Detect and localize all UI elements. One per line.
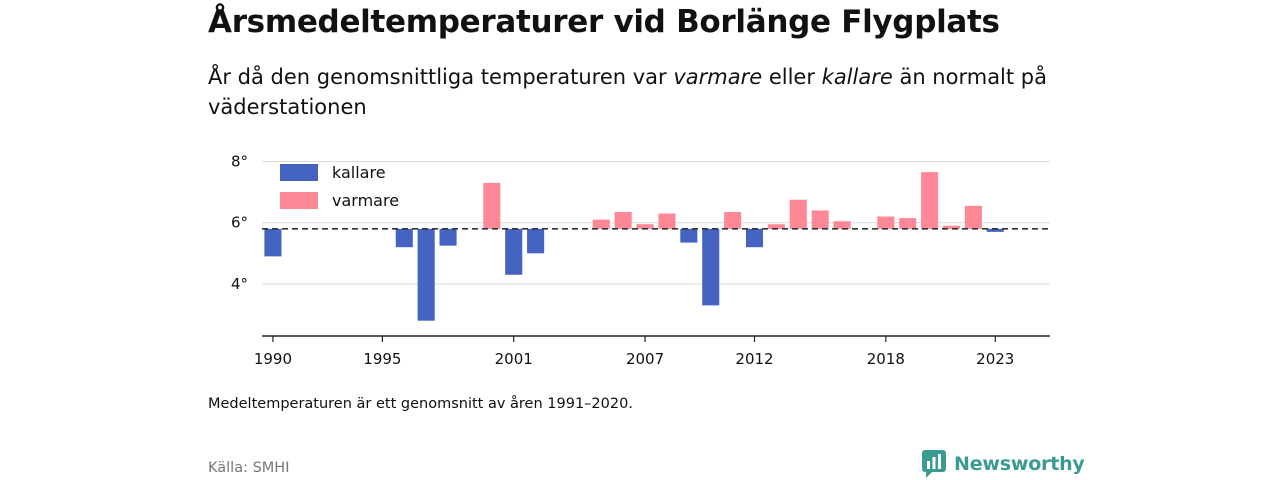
subtitle-part3: än normalt på väderstationen xyxy=(208,65,1047,119)
bar-chart: 4° 6° 8° 1990 1995 2001 2007 2012 2018 2023 kallar… xyxy=(231,152,1050,368)
newsworthy-logo-icon xyxy=(922,450,946,478)
x-tick-label: 2001 xyxy=(495,350,533,368)
bar-colder xyxy=(986,228,1004,232)
bar-warmer xyxy=(767,224,785,229)
legend-swatch-kallare xyxy=(280,164,318,181)
bar-warmer xyxy=(483,182,501,229)
bar-warmer xyxy=(921,172,939,229)
y-tick-label: 8° xyxy=(231,152,248,170)
bar-colder xyxy=(505,228,523,275)
bar-warmer xyxy=(811,210,829,229)
subtitle-cold-word: kallare xyxy=(821,65,893,89)
subtitle-part2: eller xyxy=(762,65,822,89)
bar-warmer xyxy=(592,219,610,229)
chart-subtitle: År då den genomsnittliga temperaturen va… xyxy=(208,62,1068,122)
y-tick-label: 4° xyxy=(231,275,248,293)
bar-colder xyxy=(527,228,545,254)
chart-note: Medeltemperaturen är ett genomsnitt av å… xyxy=(208,396,633,412)
bar-warmer xyxy=(877,216,895,229)
y-tick-label: 6° xyxy=(231,214,248,232)
x-tick-label: 1990 xyxy=(254,350,292,368)
subtitle-warm-word: varmare xyxy=(673,65,763,89)
bar-warmer xyxy=(724,211,742,229)
x-tick-label: 1995 xyxy=(363,350,401,368)
bar-warmer xyxy=(833,221,851,229)
bar-colder xyxy=(745,228,764,248)
bar-warmer xyxy=(636,224,654,229)
bar-colder xyxy=(417,228,435,321)
legend-swatch-varmare xyxy=(280,192,318,209)
x-tick-label: 2007 xyxy=(626,350,664,368)
bar-warmer xyxy=(942,225,961,229)
bar-warmer xyxy=(658,213,676,229)
bar-colder xyxy=(702,228,720,306)
bar-warmer xyxy=(899,218,917,229)
legend-label-varmare: varmare xyxy=(332,191,399,210)
chart-title: Årsmedeltemperaturer vid Borlänge Flygpl… xyxy=(208,4,1000,40)
bar-colder xyxy=(680,228,698,243)
newsworthy-logo[interactable]: Newsworthy xyxy=(922,450,1085,478)
logo-text: Newsworthy xyxy=(954,453,1085,475)
subtitle-part1: År då den genomsnittliga temperaturen va… xyxy=(208,65,674,89)
x-tick-label: 2023 xyxy=(976,350,1014,368)
bar-warmer xyxy=(789,199,807,229)
x-tick-label: 2018 xyxy=(867,350,905,368)
bar-colder xyxy=(264,228,282,257)
bar-warmer xyxy=(614,211,632,229)
legend-label-kallare: kallare xyxy=(332,163,386,182)
bar-colder xyxy=(439,228,457,246)
bar-warmer xyxy=(964,205,982,229)
bar-colder xyxy=(395,228,413,248)
x-tick-label: 2012 xyxy=(735,350,773,368)
source-label: Källa: SMHI xyxy=(208,460,290,476)
